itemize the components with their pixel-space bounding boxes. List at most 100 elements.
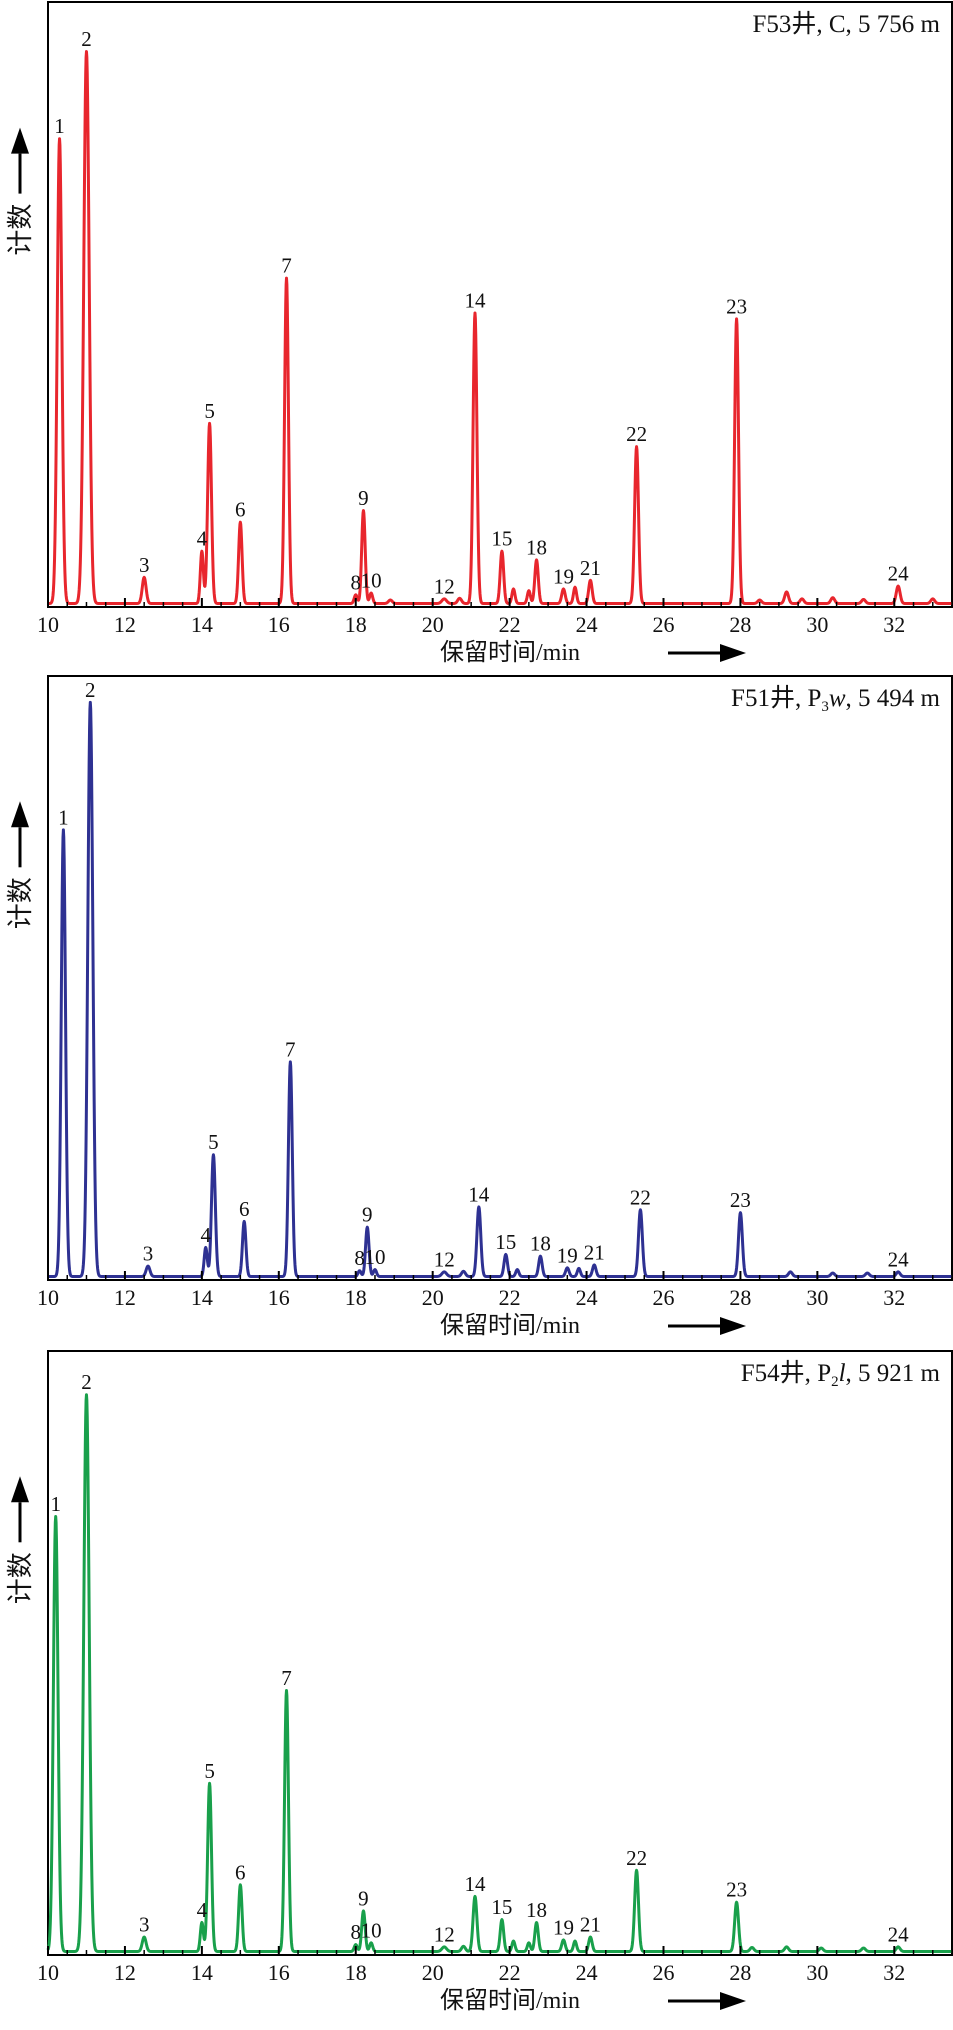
peak-label: 8	[354, 1246, 365, 1270]
peak-label: 18	[530, 1232, 551, 1256]
x-tick-label: 16	[268, 1960, 290, 1985]
x-tick-label: 16	[268, 612, 290, 637]
title-formation-italic: l	[839, 1360, 846, 1387]
x-tick-label: 22	[499, 612, 521, 637]
peak-label: 23	[726, 1878, 747, 1902]
x-tick-label: 28	[729, 1960, 751, 1985]
peak-label: 9	[362, 1203, 373, 1227]
peak-label: 2	[85, 678, 96, 702]
peak-label: 12	[434, 1922, 455, 1946]
peak-label: 22	[626, 1846, 647, 1870]
title-depth: , 5 921 m	[846, 1360, 941, 1387]
title-depth: , 5 494 m	[846, 685, 941, 712]
title-formation: P	[817, 1360, 831, 1387]
x-tick-label: 22	[499, 1285, 521, 1310]
peak-label: 19	[553, 1915, 574, 1939]
x-axis-arrow-head	[720, 1317, 746, 1335]
peak-label: 2	[81, 27, 92, 51]
peak-label: 24	[888, 1247, 910, 1271]
x-axis: 10 12 14 16 18 20 22 24 26 28 30 32	[37, 1271, 953, 1310]
x-tick-label: 26	[653, 1285, 675, 1310]
peak-label: 18	[526, 535, 547, 559]
plot-frame	[47, 1350, 953, 1956]
plot-frame	[47, 675, 953, 1281]
x-tick-label: 28	[729, 612, 751, 637]
peak-label: 21	[580, 556, 601, 580]
title-formation-sub: 3	[821, 699, 829, 715]
peak-label: 8	[350, 1920, 361, 1944]
x-tick-label: 26	[653, 1960, 675, 1985]
x-tick-label: 26	[653, 612, 675, 637]
title-well: F51井,	[731, 684, 807, 712]
peak-label: 19	[553, 565, 574, 589]
x-tick-label: 10	[37, 612, 59, 637]
peak-label: 3	[143, 1242, 154, 1266]
peak-label: 10	[361, 569, 382, 593]
peak-label: 15	[491, 527, 512, 551]
peak-label: 24	[888, 562, 910, 586]
plot-frame	[47, 1, 953, 608]
x-axis: 10 12 14 16 18 20 22 24 26 28 30 32	[37, 1946, 953, 1985]
peak-label: 3	[139, 1913, 150, 1937]
peak-label: 14	[465, 289, 487, 313]
title-well: F53井,	[752, 10, 828, 38]
title-formation: C	[829, 11, 846, 38]
y-axis-group: 计数	[6, 1476, 35, 1604]
peak-label: 9	[358, 486, 369, 510]
peak-label: 21	[584, 1240, 605, 1264]
y-axis-arrow-head	[11, 801, 29, 828]
x-tick-label: 22	[499, 1960, 521, 1985]
peak-label: 5	[204, 1759, 215, 1783]
y-axis-label: 计数	[6, 204, 35, 256]
chromatogram-trace	[46, 50, 953, 606]
chart-title: F51井, P3w, 5 494 m	[731, 684, 941, 715]
y-axis-label: 计数	[6, 877, 35, 929]
title-depth: , 5 756 m	[846, 11, 941, 38]
x-tick-label: 20	[422, 1285, 444, 1310]
peak-label: 15	[495, 1230, 516, 1254]
peak-label: 4	[197, 1898, 208, 1922]
title-well: F54井,	[741, 1359, 817, 1387]
peak-label: 12	[434, 1247, 455, 1271]
peak-label: 4	[197, 527, 208, 551]
peak-label: 6	[239, 1197, 250, 1221]
peak-label: 19	[557, 1243, 578, 1267]
peak-label: 15	[491, 1895, 512, 1919]
x-tick-label: 30	[806, 1960, 828, 1985]
y-axis-arrow-head	[11, 127, 29, 154]
x-tick-label: 24	[576, 1285, 598, 1310]
peak-label: 2	[81, 1370, 92, 1394]
peak-label: 1	[54, 114, 65, 138]
x-tick-label: 12	[114, 1285, 136, 1310]
x-tick-label: 24	[576, 1960, 598, 1985]
peak-label: 21	[580, 1913, 601, 1937]
y-axis-group: 计数	[6, 801, 35, 929]
peak-label: 1	[50, 1492, 61, 1516]
x-axis-label: 保留时间/min	[440, 1987, 580, 2014]
peak-label: 10	[361, 1918, 382, 1942]
x-tick-label: 30	[806, 1285, 828, 1310]
peak-label: 14	[468, 1182, 490, 1206]
chart-title: F54井, P2l, 5 921 m	[741, 1359, 941, 1390]
peak-label: 5	[204, 399, 215, 423]
peak-label: 10	[365, 1245, 386, 1269]
x-tick-label: 20	[422, 1960, 444, 1985]
peak-label: 7	[281, 254, 292, 278]
x-tick-label: 10	[37, 1285, 59, 1310]
peak-label: 22	[626, 422, 647, 446]
y-axis-group: 计数	[6, 127, 35, 256]
x-tick-label: 32	[883, 612, 905, 637]
x-tick-label: 12	[114, 1960, 136, 1985]
x-tick-label: 32	[883, 1960, 905, 1985]
x-tick-label: 18	[345, 1285, 367, 1310]
x-tick-label: 18	[345, 612, 367, 637]
title-formation-italic: w	[829, 685, 846, 712]
x-tick-label: 14	[191, 1960, 213, 1985]
peak-label: 22	[630, 1185, 651, 1209]
